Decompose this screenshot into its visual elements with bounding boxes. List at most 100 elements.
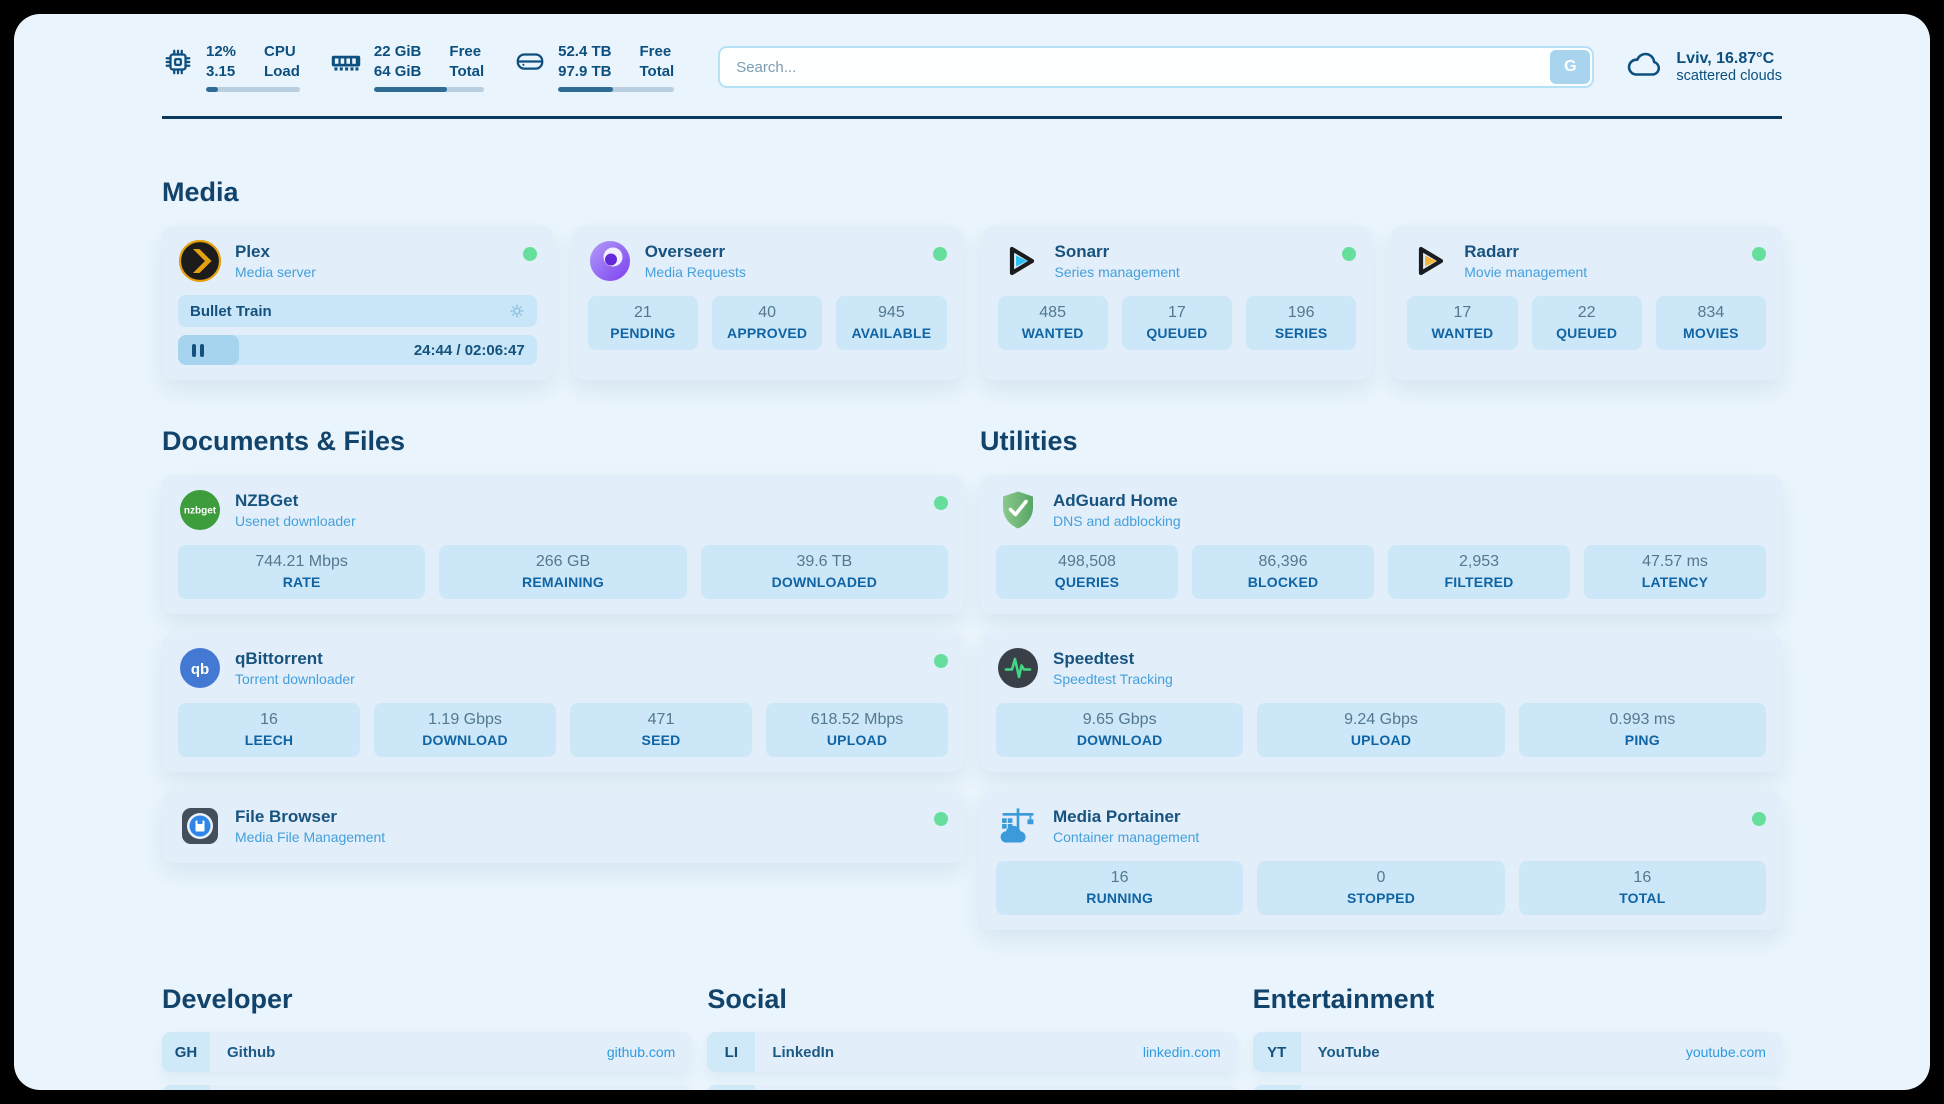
- status-dot: [1752, 247, 1766, 261]
- app-card-plex[interactable]: Plex Media server Bullet Train 24:44 / 0…: [162, 226, 553, 380]
- playback-progress-bar: 24:44 / 02:06:47: [178, 335, 537, 365]
- section-title-documents: Documents & Files: [162, 426, 406, 456]
- stat-chip: 22 QUEUED: [1531, 296, 1642, 350]
- app-subtitle: Media server: [235, 264, 316, 280]
- section-title-developer: Developer: [162, 984, 293, 1014]
- cloud-icon: [1624, 49, 1664, 86]
- now-playing-title: Bullet Train: [190, 302, 272, 320]
- stat-chip: 86,396 BLOCKED: [1192, 545, 1374, 599]
- app-subtitle: Media File Management: [235, 829, 386, 845]
- link-row-twitter[interactable]: TW Twitter twitter.com: [707, 1085, 1237, 1090]
- stat-chip: 40 APPROVED: [712, 296, 823, 350]
- cpu-label-2: Load: [264, 62, 300, 80]
- link-abbr: SO: [162, 1085, 210, 1090]
- cpu-load-avg: 3.15: [206, 62, 236, 80]
- pause-icon: [192, 343, 204, 357]
- app-title: Speedtest: [1053, 649, 1135, 668]
- disk-progress-bar: [558, 87, 675, 92]
- sonarr-icon: [998, 239, 1042, 283]
- playback-time: 24:44 / 02:06:47: [413, 341, 525, 359]
- overseerr-icon: [588, 239, 632, 283]
- memory-label-2: Total: [449, 62, 485, 80]
- status-dot: [932, 247, 947, 261]
- status-dot: [934, 496, 948, 510]
- link-abbr: YT: [1252, 1032, 1301, 1072]
- stat-chip: 9.65 Gbps DOWNLOAD: [996, 703, 1244, 757]
- nzbget-icon: nzbget: [178, 488, 222, 532]
- media-grid: Plex Media server Bullet Train 24:44 / 0…: [162, 226, 1782, 380]
- link-row-stackoverflow[interactable]: SO StackOverflow stackoverflow.com: [162, 1085, 692, 1090]
- app-card-portainer[interactable]: Media Portainer Container management 16 …: [980, 791, 1782, 930]
- links-column-entertainment: Entertainment YT YouTube youtube.com NF …: [1252, 984, 1782, 1090]
- adguard-icon: [996, 488, 1040, 532]
- status-dot: [522, 247, 537, 261]
- memory-stat: 22 GiB 64 GiB Free Total: [330, 42, 485, 92]
- status-dot: [1752, 812, 1766, 826]
- weather-widget: Lviv, 16.87°C scattered clouds: [1624, 49, 1782, 86]
- app-card-overseerr[interactable]: Overseerr Media Requests 21 PENDING 40 A…: [571, 226, 963, 380]
- stat-chip: 39.6 TB DOWNLOADED: [700, 545, 948, 599]
- app-title: Plex: [235, 242, 270, 261]
- app-subtitle: DNS and adblocking: [1053, 513, 1181, 529]
- app-title: AdGuard Home: [1053, 491, 1178, 510]
- app-subtitle: Media Requests: [644, 264, 746, 280]
- link-row-youtube[interactable]: YT YouTube youtube.com: [1252, 1032, 1782, 1072]
- disk-icon: [514, 42, 546, 92]
- app-subtitle: Speedtest Tracking: [1053, 671, 1173, 687]
- app-card-adguard[interactable]: AdGuard Home DNS and adblocking 498,508 …: [980, 475, 1782, 614]
- status-dot: [934, 654, 948, 668]
- app-card-nzbget[interactable]: nzbget NZBGet Usenet downloader 744.21 M…: [162, 475, 964, 614]
- stat-chip: 266 GB REMAINING: [439, 545, 687, 599]
- disk-label: Free: [639, 43, 672, 60]
- cpu-label: CPU: [264, 43, 296, 60]
- dashboard-page: 12% 3.15 CPU Load: [14, 14, 1930, 1090]
- section-title-entertainment: Entertainment: [1252, 984, 1435, 1014]
- app-subtitle: Series management: [1054, 264, 1180, 280]
- stat-chip: 21 PENDING: [587, 296, 698, 350]
- app-card-sonarr[interactable]: Sonarr Series management 485 WANTED 17 Q…: [981, 226, 1373, 380]
- qbittorrent-icon: qb: [178, 646, 222, 690]
- section-title-media: Media: [162, 177, 239, 207]
- stat-chip: 498,508 QUERIES: [996, 545, 1178, 599]
- link-row-github[interactable]: GH Github github.com: [162, 1032, 692, 1072]
- link-abbr: LI: [707, 1032, 756, 1072]
- app-title: Radarr: [1464, 242, 1520, 261]
- speedtest-icon: [996, 646, 1040, 690]
- section-title-utilities: Utilities: [980, 426, 1078, 456]
- top-bar: 12% 3.15 CPU Load: [162, 42, 1782, 92]
- portainer-icon: [996, 804, 1040, 848]
- search-input[interactable]: [718, 46, 1595, 88]
- link-abbr: TW: [707, 1085, 756, 1090]
- search-engine-button[interactable]: G: [1550, 50, 1591, 84]
- link-abbr: GH: [162, 1032, 210, 1072]
- stat-chip: 196 SERIES: [1246, 296, 1357, 350]
- app-card-qbittorrent[interactable]: qb qBittorrent Torrent downloader 16 LEE…: [162, 633, 964, 772]
- link-row-linkedin[interactable]: LI LinkedIn linkedin.com: [707, 1032, 1237, 1072]
- app-card-speedtest[interactable]: Speedtest Speedtest Tracking 9.65 Gbps D…: [980, 633, 1782, 772]
- app-title: Media Portainer: [1053, 807, 1181, 826]
- stat-chip: 16 RUNNING: [996, 861, 1244, 915]
- app-title: qBittorrent: [235, 649, 323, 668]
- link-row-netflix[interactable]: NF Netflix netflix.com: [1252, 1085, 1782, 1090]
- app-title: Sonarr: [1054, 242, 1110, 261]
- stat-chip: 0.993 ms PING: [1518, 703, 1766, 757]
- stat-chip: 618.52 Mbps UPLOAD: [766, 703, 948, 757]
- weather-condition: scattered clouds: [1676, 68, 1782, 84]
- memory-label: Free: [449, 43, 482, 60]
- memory-icon: [330, 42, 362, 92]
- weather-location: Lviv, 16.87°C: [1676, 50, 1775, 67]
- app-card-filebrowser[interactable]: File Browser Media File Management: [162, 791, 964, 863]
- stat-chip: 17 WANTED: [1407, 296, 1518, 350]
- stat-chip: 2,953 FILTERED: [1388, 545, 1570, 599]
- disk-label-2: Total: [639, 62, 675, 80]
- app-title: File Browser: [235, 807, 338, 826]
- memory-free: 22 GiB: [373, 43, 422, 60]
- header-divider: [162, 116, 1782, 119]
- stat-chip: 471 SEED: [570, 703, 752, 757]
- gear-icon[interactable]: [507, 301, 527, 321]
- app-card-radarr[interactable]: Radarr Movie management 17 WANTED 22 QUE…: [1391, 226, 1782, 380]
- memory-progress-bar: [373, 87, 485, 92]
- disk-free: 52.4 TB: [558, 43, 612, 60]
- stat-chip: 16 TOTAL: [1518, 861, 1766, 915]
- links-column-social: Social LI LinkedIn linkedin.com TW Twitt…: [707, 984, 1237, 1090]
